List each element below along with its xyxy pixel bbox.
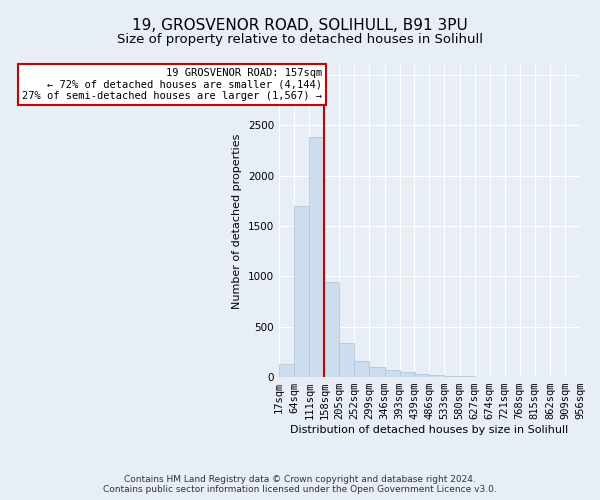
Bar bbox=[430, 375, 445, 377]
Text: Contains HM Land Registry data © Crown copyright and database right 2024.
Contai: Contains HM Land Registry data © Crown c… bbox=[103, 474, 497, 494]
Bar bbox=[400, 372, 415, 377]
Bar bbox=[475, 376, 490, 377]
Bar bbox=[325, 282, 340, 377]
Bar bbox=[415, 374, 430, 377]
Bar bbox=[340, 344, 355, 377]
Bar bbox=[370, 367, 385, 377]
Text: 19 GROSVENOR ROAD: 157sqm
← 72% of detached houses are smaller (4,144)
27% of se: 19 GROSVENOR ROAD: 157sqm ← 72% of detac… bbox=[22, 68, 322, 102]
Text: 19, GROSVENOR ROAD, SOLIHULL, B91 3PU: 19, GROSVENOR ROAD, SOLIHULL, B91 3PU bbox=[132, 18, 468, 32]
Bar bbox=[445, 376, 460, 377]
Bar bbox=[279, 364, 294, 377]
Bar bbox=[309, 138, 325, 377]
Bar bbox=[294, 206, 309, 377]
Bar bbox=[385, 370, 400, 377]
Text: Size of property relative to detached houses in Solihull: Size of property relative to detached ho… bbox=[117, 32, 483, 46]
Bar bbox=[460, 376, 475, 377]
Bar bbox=[355, 362, 370, 377]
X-axis label: Distribution of detached houses by size in Solihull: Distribution of detached houses by size … bbox=[290, 425, 569, 435]
Y-axis label: Number of detached properties: Number of detached properties bbox=[232, 134, 242, 308]
